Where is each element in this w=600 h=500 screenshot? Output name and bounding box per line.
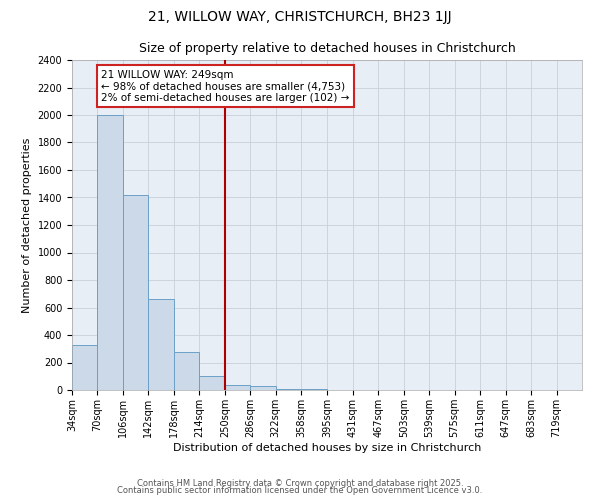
Y-axis label: Number of detached properties: Number of detached properties xyxy=(22,138,32,312)
Bar xyxy=(123,194,148,390)
Text: 21 WILLOW WAY: 249sqm
← 98% of detached houses are smaller (4,753)
2% of semi-de: 21 WILLOW WAY: 249sqm ← 98% of detached … xyxy=(101,70,349,103)
Text: Contains HM Land Registry data © Crown copyright and database right 2025.: Contains HM Land Registry data © Crown c… xyxy=(137,478,463,488)
Bar xyxy=(174,352,199,390)
Bar xyxy=(72,346,97,390)
Bar xyxy=(97,115,123,390)
Bar xyxy=(225,384,250,390)
Text: 21, WILLOW WAY, CHRISTCHURCH, BH23 1JJ: 21, WILLOW WAY, CHRISTCHURCH, BH23 1JJ xyxy=(148,10,452,24)
Bar xyxy=(250,386,276,390)
Title: Size of property relative to detached houses in Christchurch: Size of property relative to detached ho… xyxy=(139,42,515,54)
Text: Contains public sector information licensed under the Open Government Licence v3: Contains public sector information licen… xyxy=(118,486,482,495)
Bar xyxy=(276,388,301,390)
X-axis label: Distribution of detached houses by size in Christchurch: Distribution of detached houses by size … xyxy=(173,442,481,452)
Bar xyxy=(148,299,174,390)
Bar xyxy=(199,376,225,390)
